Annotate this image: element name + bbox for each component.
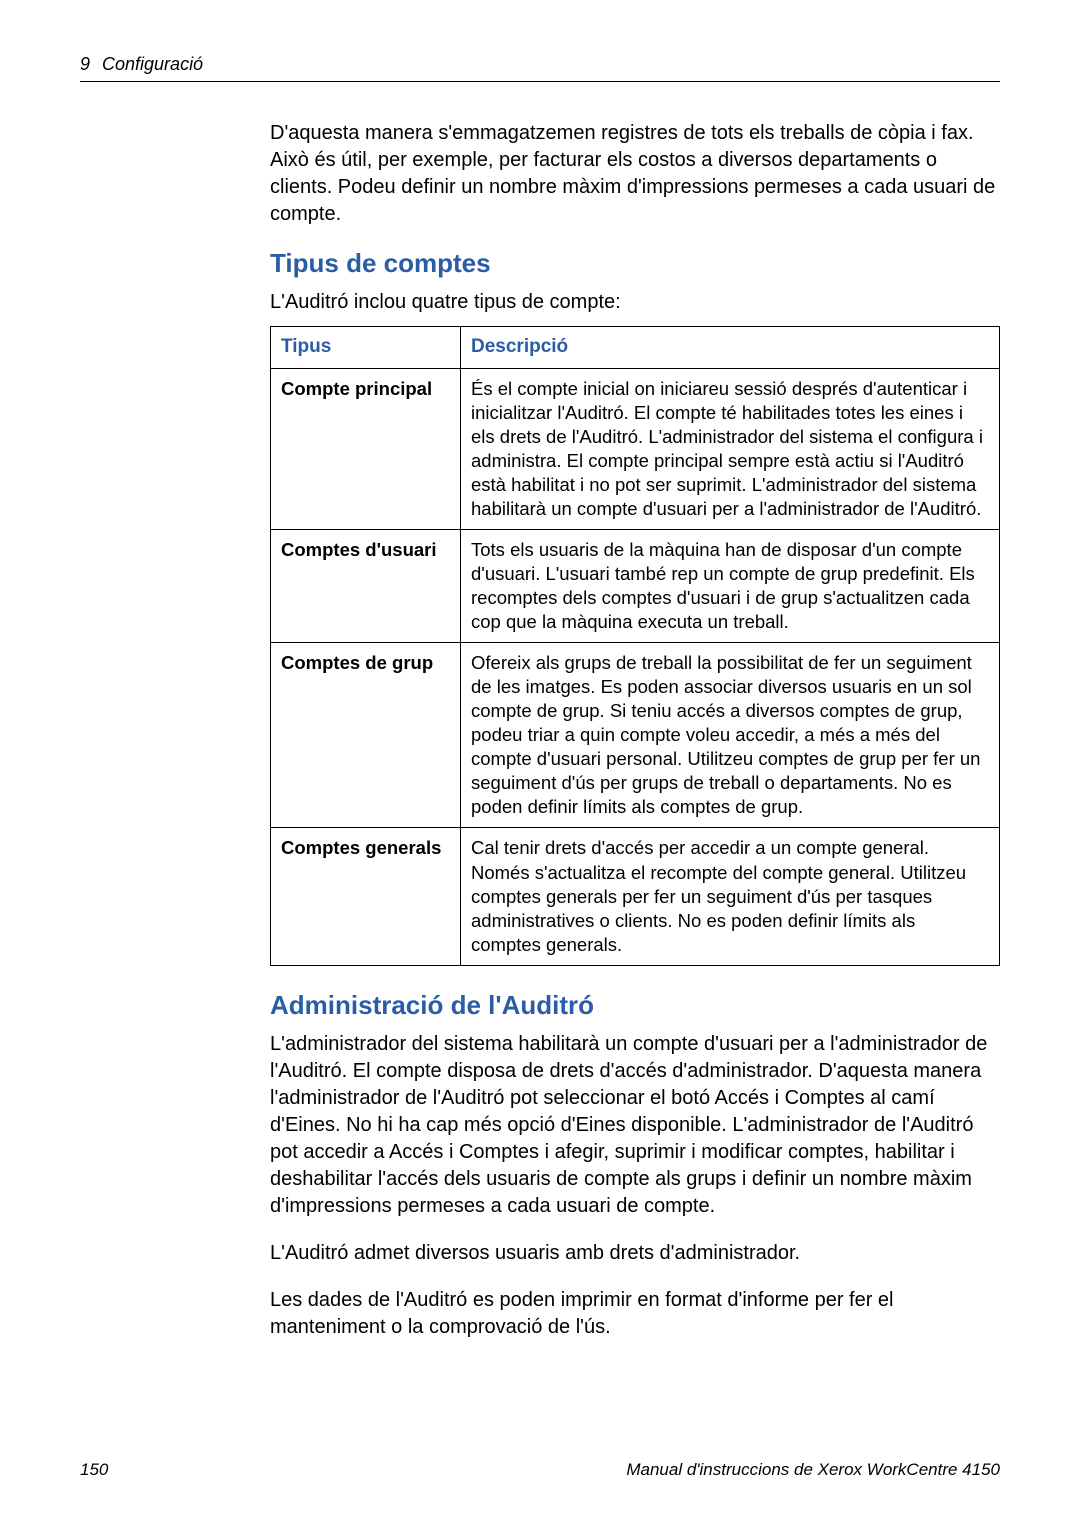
- doc-title: Manual d'instruccions de Xerox WorkCentr…: [626, 1460, 1000, 1480]
- chapter-number: 9: [80, 54, 90, 75]
- section1-intro: L'Auditró inclou quatre tipus de compte:: [270, 289, 1000, 316]
- table-cell-type: Comptes de grup: [271, 643, 461, 828]
- section2-p2: L'Auditró admet diversos usuaris amb dre…: [270, 1240, 1000, 1267]
- table-cell-type: Compte principal: [271, 368, 461, 529]
- table-row: Compte principal És el compte inicial on…: [271, 368, 1000, 529]
- account-types-table: Tipus Descripció Compte principal És el …: [270, 326, 1000, 966]
- page-header: 9 Configuració: [80, 54, 1000, 82]
- table-row: Comptes d'usuari Tots els usuaris de la …: [271, 529, 1000, 642]
- intro-paragraph: D'aquesta manera s'emmagatzemen registre…: [270, 120, 1000, 228]
- table-cell-desc: Tots els usuaris de la màquina han de di…: [461, 529, 1000, 642]
- table-header-row: Tipus Descripció: [271, 327, 1000, 369]
- table-cell-desc: Cal tenir drets d'accés per accedir a un…: [461, 828, 1000, 965]
- table-cell-type: Comptes generals: [271, 828, 461, 965]
- chapter-title: Configuració: [102, 54, 203, 75]
- table-header-desc: Descripció: [461, 327, 1000, 369]
- table-cell-desc: És el compte inicial on iniciareu sessió…: [461, 368, 1000, 529]
- page-number: 150: [80, 1460, 108, 1480]
- section-heading-admin: Administració de l'Auditró: [270, 990, 1000, 1021]
- section2-p3: Les dades de l'Auditró es poden imprimir…: [270, 1287, 1000, 1341]
- table-cell-type: Comptes d'usuari: [271, 529, 461, 642]
- table-row: Comptes generals Cal tenir drets d'accés…: [271, 828, 1000, 965]
- table-row: Comptes de grup Ofereix als grups de tre…: [271, 643, 1000, 828]
- page-footer: 150 Manual d'instruccions de Xerox WorkC…: [80, 1460, 1000, 1480]
- main-content: D'aquesta manera s'emmagatzemen registre…: [270, 120, 1000, 1341]
- table-header-type: Tipus: [271, 327, 461, 369]
- section2-p1: L'administrador del sistema habilitarà u…: [270, 1031, 1000, 1220]
- table-cell-desc: Ofereix als grups de treball la possibil…: [461, 643, 1000, 828]
- page-container: 9 Configuració D'aquesta manera s'emmaga…: [0, 0, 1080, 1401]
- section-heading-types: Tipus de comptes: [270, 248, 1000, 279]
